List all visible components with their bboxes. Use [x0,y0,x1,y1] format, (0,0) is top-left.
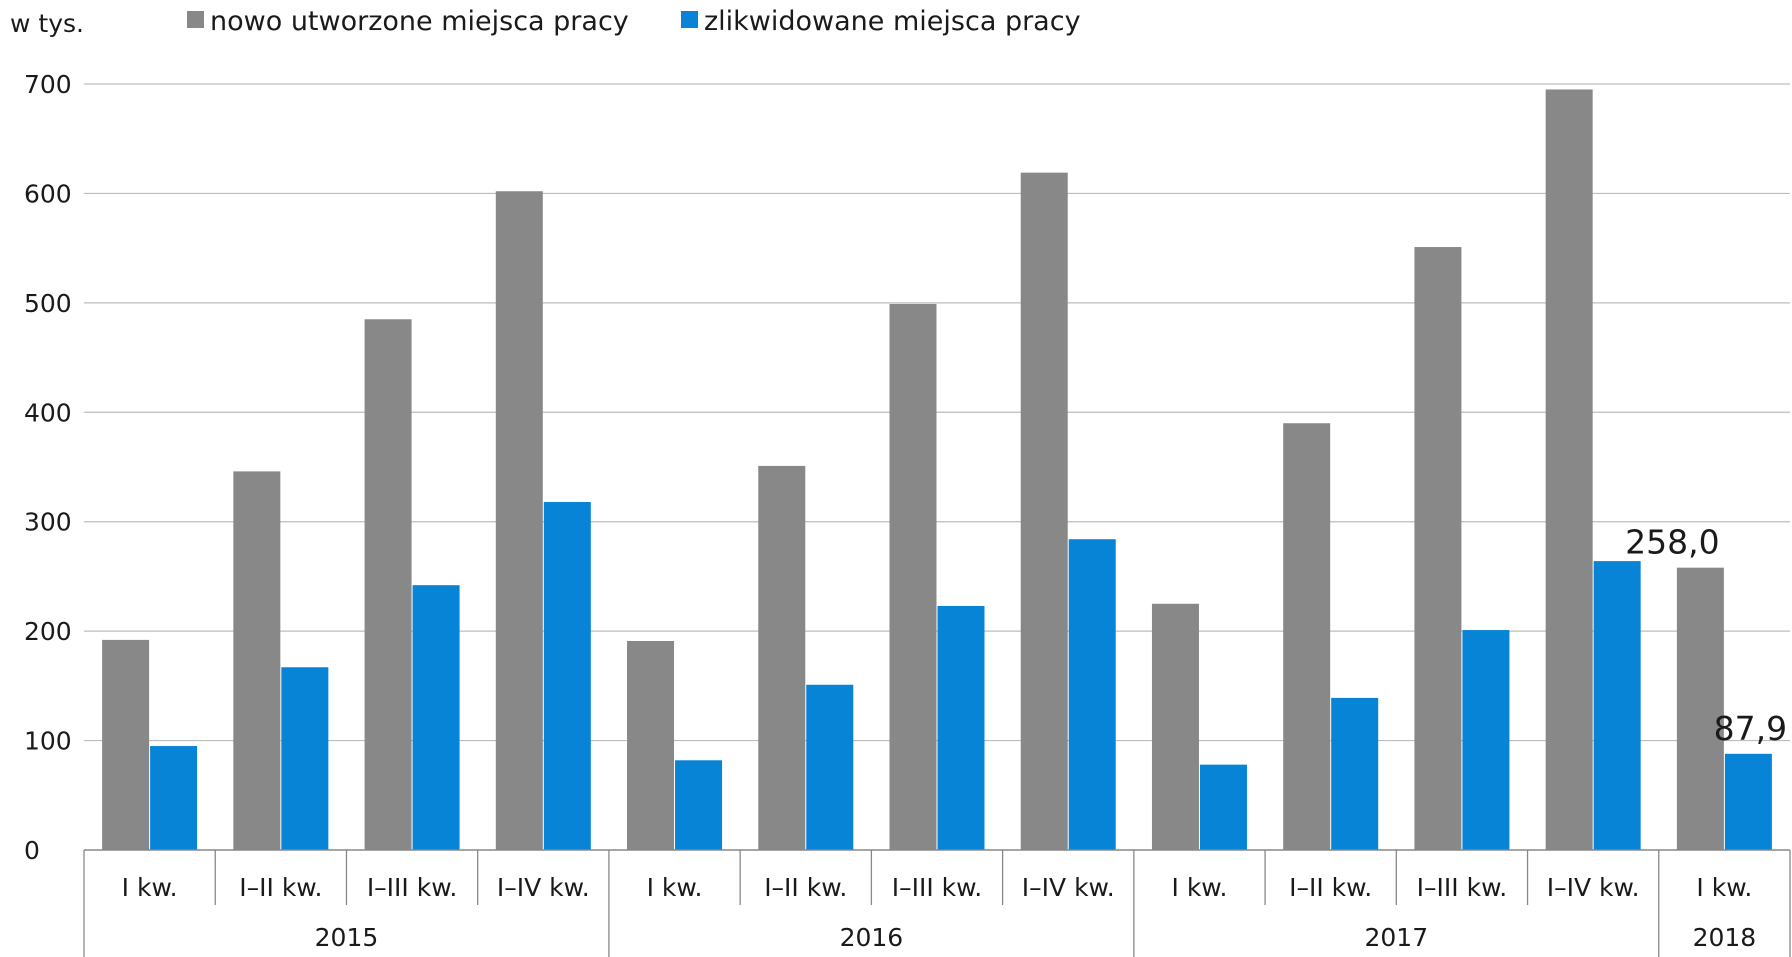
bar-s1-11 [1593,561,1641,850]
x-tick-label-9: I–II kw. [1289,873,1372,902]
y-tick-700: 700 [24,70,72,99]
x-tick-label-2: I–III kw. [367,873,458,902]
x-tick-label-6: I–III kw. [892,873,983,902]
bar-s0-0 [102,639,150,850]
x-tick-label-12: I kw. [1696,873,1752,902]
x-tick-label-0: I kw. [122,873,178,902]
bar-s0-1 [233,471,281,850]
bar-s0-8 [1151,603,1199,850]
gridlines [84,83,1790,742]
bar-s1-2 [412,585,460,850]
data-labels: 258,0 87,9 [1625,523,1787,748]
bar-s1-4 [675,760,723,850]
bar-s0-10 [1414,247,1462,850]
axes [83,849,1791,957]
legend-swatch-new-jobs [187,11,204,28]
bars [102,89,1772,851]
x-tick-label-7: I–IV kw. [1022,873,1115,902]
bar-s0-2 [364,319,412,850]
x-tick-label-10: I–III kw. [1417,873,1508,902]
bar-s1-12 [1724,753,1772,850]
legend-swatch-eliminated-jobs [681,11,698,28]
bar-s1-7 [1068,539,1116,850]
bar-s0-9 [1283,423,1331,850]
legend-label-eliminated-jobs: zlikwidowane miejsca pracy [704,6,1081,37]
bar-s1-3 [543,502,591,850]
bar-s0-3 [495,191,543,851]
group-label-2017: 2017 [1364,923,1428,952]
bar-s1-9 [1331,697,1379,850]
group-label-2015: 2015 [315,923,379,952]
y-tick-0: 0 [24,836,40,865]
bar-s0-11 [1545,89,1593,850]
x-tick-label-5: I–II kw. [764,873,847,902]
data-label-s1-12: 87,9 [1714,709,1787,748]
bar-s0-12 [1676,567,1724,850]
bar-s1-8 [1199,764,1247,850]
x-tick-label-8: I kw. [1172,873,1228,902]
x-tick-label-4: I kw. [647,873,703,902]
bar-s1-5 [806,684,854,850]
bar-s1-0 [150,746,198,850]
x-tick-label-11: I–IV kw. [1547,873,1640,902]
y-tick-200: 200 [24,617,72,646]
bar-s0-7 [1020,172,1068,850]
bar-s0-4 [627,640,675,850]
bar-s0-5 [758,465,806,850]
y-tick-600: 600 [24,179,72,208]
legend: nowo utworzone miejsca pracy zlikwidowan… [187,6,1081,37]
unit-label: w tys. [10,9,84,38]
x-tick-label-1: I–II kw. [239,873,322,902]
bar-s1-6 [937,605,985,850]
x-tick-label-3: I–IV kw. [497,873,590,902]
group-label-2016: 2016 [840,923,904,952]
data-label-s0-12: 258,0 [1625,523,1719,562]
bar-s1-10 [1462,630,1510,850]
x-axis-labels: I kw. I–II kw. I–III kw. I–IV kw. I kw. I–II … [122,873,1757,952]
bar-s0-6 [889,303,937,850]
legend-label-new-jobs: nowo utworzone miejsca pracy [210,6,629,37]
y-tick-400: 400 [24,398,72,427]
bar-s1-1 [281,667,329,850]
y-tick-300: 300 [24,508,72,537]
y-axis-ticks: 0 100 200 300 400 500 600 700 [24,70,72,865]
y-tick-100: 100 [24,727,72,756]
y-tick-500: 500 [24,289,72,318]
group-label-2018: 2018 [1693,923,1757,952]
